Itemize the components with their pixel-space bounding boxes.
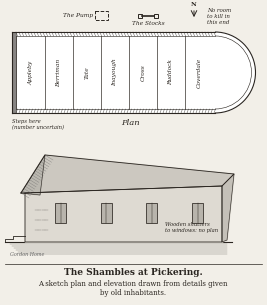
Text: No room
to kill in
this end: No room to kill in this end (207, 8, 231, 25)
Text: Cross: Cross (140, 64, 146, 81)
Bar (55, 203, 66, 223)
Bar (95, 11, 108, 20)
Text: N: N (191, 2, 197, 7)
Bar (192, 203, 203, 223)
Text: Berriman: Berriman (57, 59, 61, 87)
Text: Ruddock: Ruddock (168, 59, 174, 85)
Polygon shape (25, 186, 222, 242)
Text: Steps here
(number uncertain): Steps here (number uncertain) (12, 119, 64, 130)
Bar (138, 14, 142, 18)
Polygon shape (215, 32, 256, 113)
Text: Appleby: Appleby (29, 60, 33, 84)
Text: Gordon Home: Gordon Home (10, 252, 44, 257)
Text: The Stocks: The Stocks (132, 21, 164, 26)
Text: Coverdale: Coverdale (197, 57, 202, 88)
Text: A sketch plan and elevation drawn from details given
by old inhabitants.: A sketch plan and elevation drawn from d… (38, 280, 228, 297)
Text: Inayough: Inayough (112, 59, 117, 86)
Text: The Pump: The Pump (63, 13, 93, 18)
Bar (101, 203, 112, 223)
Polygon shape (222, 174, 234, 242)
Bar (12, 32, 215, 113)
Text: The Shambles at Pickering.: The Shambles at Pickering. (64, 268, 202, 277)
Polygon shape (21, 155, 45, 195)
Bar (154, 14, 158, 18)
Text: Plan: Plan (121, 119, 139, 127)
Text: Tate: Tate (84, 66, 89, 79)
Text: Wooden shutters
to windows: no plan: Wooden shutters to windows: no plan (165, 222, 218, 233)
Bar (146, 203, 157, 223)
Polygon shape (21, 155, 234, 193)
